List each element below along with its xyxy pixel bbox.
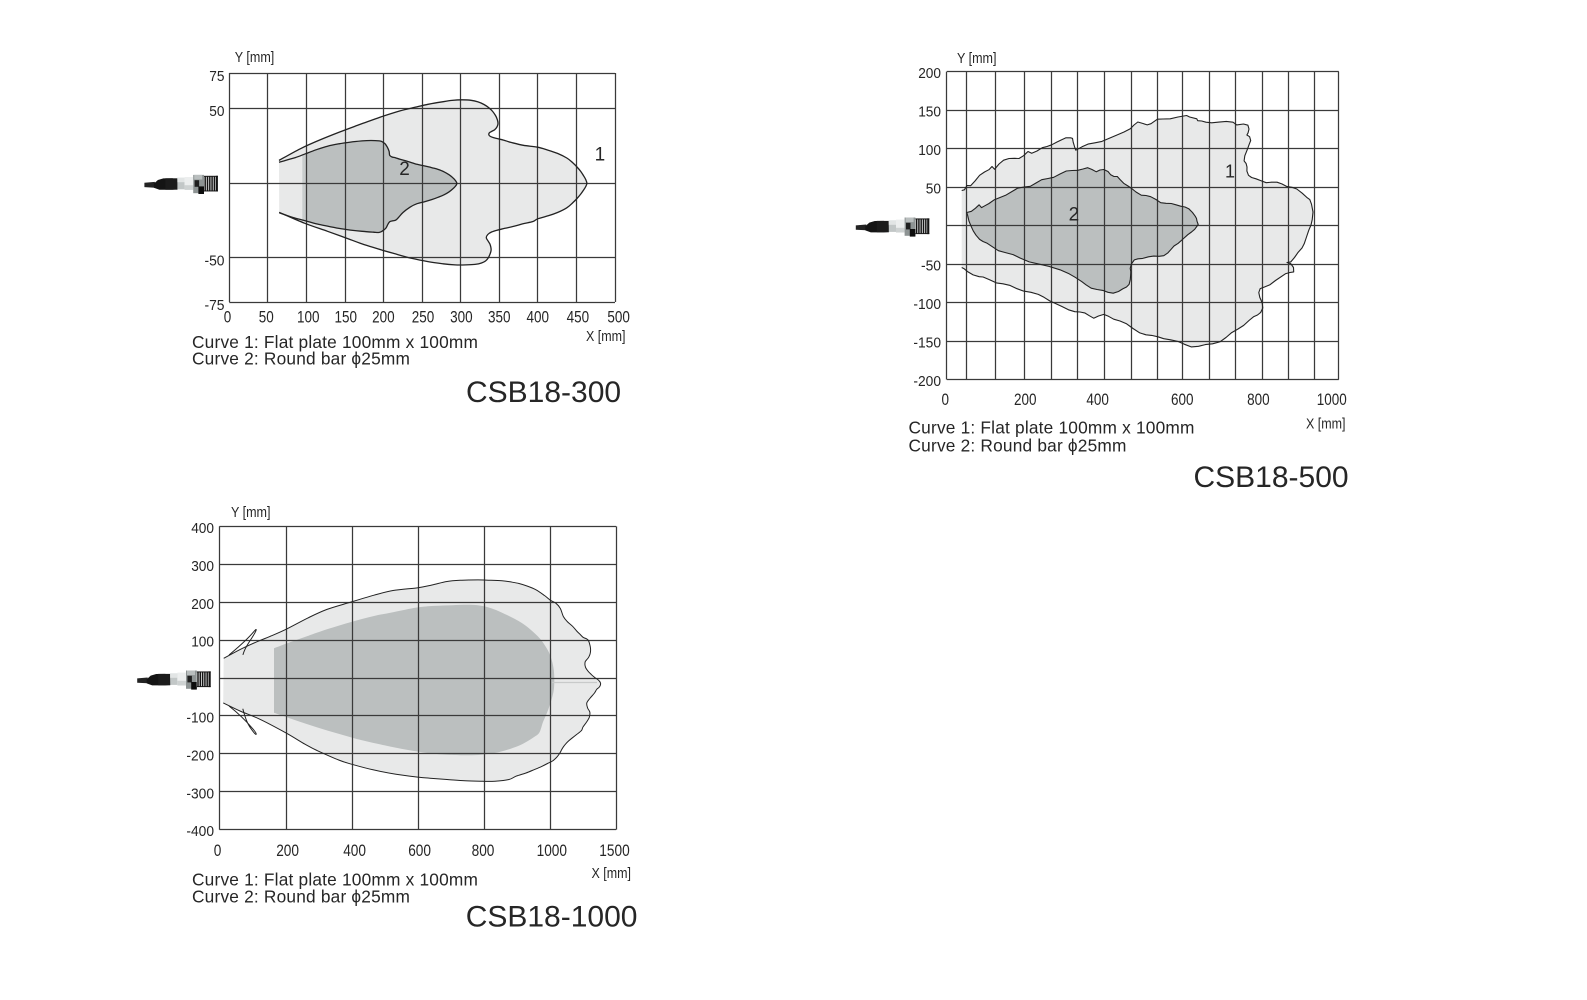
svg-text:2: 2 [1069,205,1080,226]
svg-text:250: 250 [412,309,435,327]
svg-text:50: 50 [926,181,941,198]
svg-text:-75: -75 [205,297,225,314]
svg-text:CSB18-300: CSB18-300 [466,376,621,409]
svg-text:-300: -300 [186,785,214,802]
svg-text:-100: -100 [913,296,941,313]
svg-text:50: 50 [209,103,224,120]
svg-text:-200: -200 [186,747,214,764]
svg-text:350: 350 [488,309,511,327]
svg-text:400: 400 [343,842,366,860]
svg-text:100: 100 [297,309,320,327]
svg-text:-200: -200 [913,373,941,390]
svg-text:1500: 1500 [599,842,629,860]
svg-text:200: 200 [276,842,299,860]
svg-text:200: 200 [372,309,395,327]
svg-text:800: 800 [1247,391,1270,409]
svg-text:1000: 1000 [1317,391,1347,409]
svg-text:800: 800 [472,842,495,860]
svg-text:X [mm]: X [mm] [1306,417,1346,433]
svg-text:Y [mm]: Y [mm] [235,50,274,66]
svg-text:100: 100 [191,634,214,651]
svg-text:400: 400 [191,520,214,537]
svg-text:50: 50 [259,309,274,327]
svg-text:CSB18-1000: CSB18-1000 [466,901,638,934]
svg-text:400: 400 [1086,391,1109,409]
svg-text:600: 600 [408,842,431,860]
svg-text:Curve 2: Round bar ϕ25mm: Curve 2: Round bar ϕ25mm [909,436,1127,456]
svg-text:300: 300 [191,558,214,575]
svg-text:Curve 2: Round bar ϕ25mm: Curve 2: Round bar ϕ25mm [192,887,410,907]
svg-text:-150: -150 [913,335,941,352]
svg-text:100: 100 [918,142,941,159]
svg-text:600: 600 [1171,391,1194,409]
svg-text:Curve 1: Flat plate 100mm x 10: Curve 1: Flat plate 100mm x 100mm [192,332,478,352]
svg-text:Y [mm]: Y [mm] [231,505,271,521]
svg-text:-400: -400 [186,823,214,840]
svg-text:X [mm]: X [mm] [592,866,632,882]
svg-text:500: 500 [607,309,630,327]
svg-text:Curve 1: Flat plate 100mm x 10: Curve 1: Flat plate 100mm x 100mm [909,417,1195,437]
svg-text:75: 75 [209,68,224,85]
svg-text:Y [mm]: Y [mm] [957,51,997,67]
svg-text:450: 450 [567,309,590,327]
svg-text:CSB18-500: CSB18-500 [1194,461,1349,494]
svg-text:-50: -50 [205,252,225,269]
svg-text:Curve 1: Flat plate 100mm x 10: Curve 1: Flat plate 100mm x 100mm [192,870,478,890]
svg-text:X [mm]: X [mm] [586,329,626,345]
svg-text:1: 1 [595,145,606,166]
svg-text:0: 0 [942,391,950,409]
svg-text:200: 200 [918,65,941,82]
svg-text:-50: -50 [921,258,941,275]
svg-text:200: 200 [191,596,214,613]
svg-text:300: 300 [450,309,473,327]
svg-text:-100: -100 [186,710,214,727]
svg-text:Curve 2: Round bar ϕ25mm: Curve 2: Round bar ϕ25mm [192,349,410,369]
svg-text:200: 200 [1014,391,1037,409]
svg-text:400: 400 [527,309,550,327]
svg-text:1: 1 [1225,162,1235,182]
svg-text:2: 2 [399,159,410,180]
svg-text:0: 0 [224,309,232,327]
svg-text:1000: 1000 [537,842,567,860]
svg-text:150: 150 [918,104,941,121]
svg-text:150: 150 [334,309,357,327]
svg-text:0: 0 [214,842,222,860]
